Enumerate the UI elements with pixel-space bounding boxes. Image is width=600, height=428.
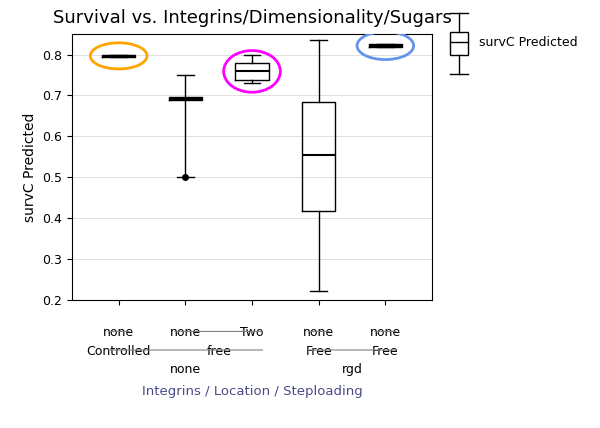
Text: Controlled: Controlled [86,345,151,358]
Text: Free: Free [372,345,398,358]
Text: survC Predicted: survC Predicted [479,36,577,49]
Text: none: none [170,326,201,339]
Text: Integrins / Location / Steploading: Integrins / Location / Steploading [142,384,362,398]
Text: rgd: rgd [341,363,362,376]
Text: Free: Free [305,345,332,358]
Text: none: none [370,326,401,339]
Title: Survival vs. Integrins/Dimensionality/Sugars: Survival vs. Integrins/Dimensionality/Su… [53,9,451,27]
Text: none: none [103,326,134,339]
Text: Two: Two [240,326,264,339]
Text: none: none [170,363,201,376]
Text: none: none [303,326,334,339]
Text: free: free [206,345,231,358]
Y-axis label: survC Predicted: survC Predicted [23,112,37,222]
